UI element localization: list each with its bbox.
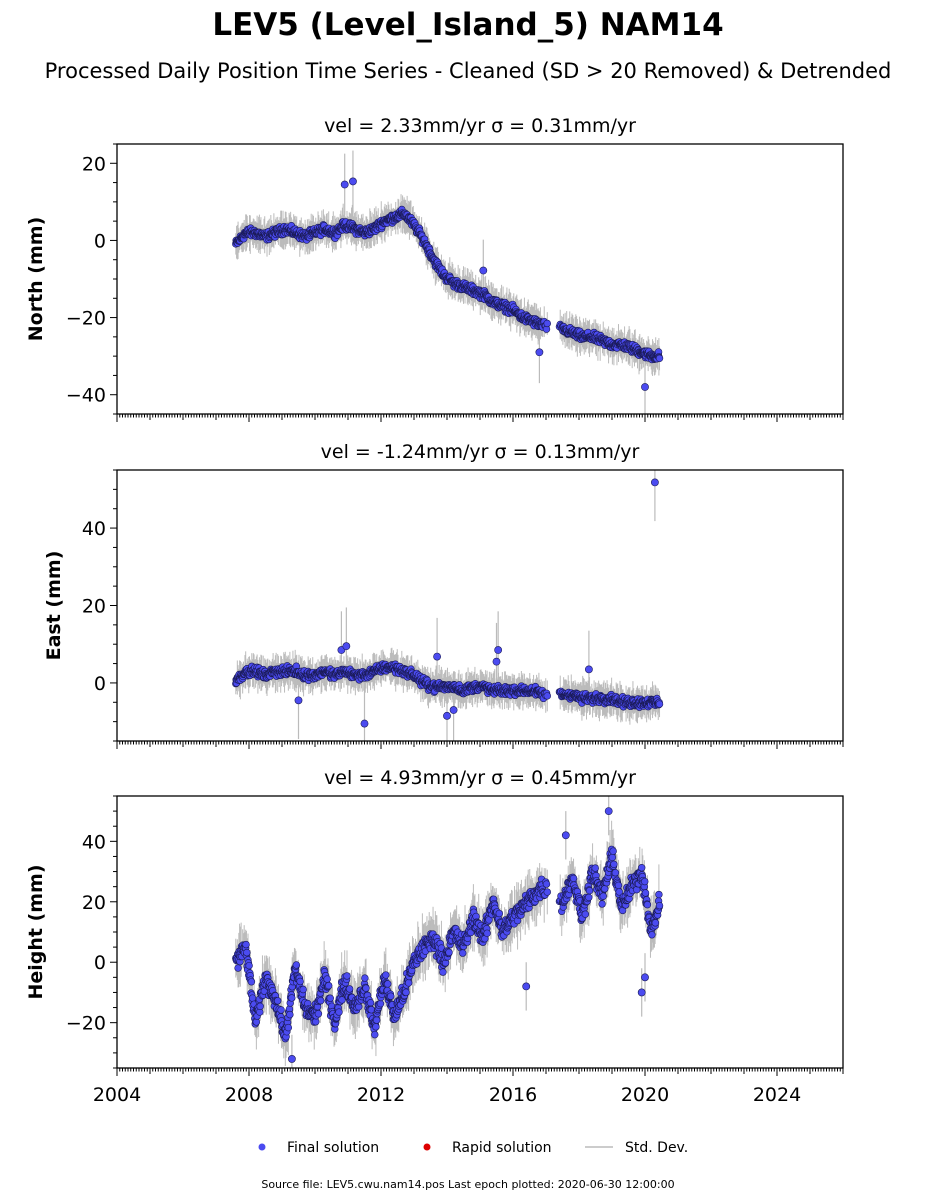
data-point [286,1010,294,1019]
data-point [296,977,304,986]
data-point [384,980,392,988]
outlier-point [651,478,659,487]
plot-area [232,150,664,414]
data-point [445,948,453,957]
legend-final-label: Final solution [287,1140,379,1156]
outlier-point [535,348,544,357]
y-tick-label: 20 [82,153,106,175]
figure-title: LEV5 (Level_Island_5) NAM14 [212,7,723,43]
y-tick-label: −40 [66,385,106,407]
data-point [362,984,370,992]
data-point [372,1016,381,1024]
data-point [317,996,325,1005]
outlier-point [449,706,458,714]
legend-std-label: Std. Dev. [625,1140,688,1156]
data-point [292,961,301,969]
data-point [335,1008,343,1016]
figure-subtitle: Processed Daily Position Time Series - C… [45,59,892,83]
data-point [325,981,333,990]
data-point [326,994,334,1002]
outlier-point [340,180,349,189]
data-point [323,975,331,983]
data-point [404,979,413,987]
plot-area [232,796,664,1068]
data-point [655,354,664,363]
y-tick-label: 0 [94,230,106,252]
chart-panel-3: vel = 4.93mm/yr σ = 0.45mm/yr Height (mm)… [25,767,844,1106]
data-point [256,1002,264,1011]
data-point [247,978,256,986]
data-point [366,999,375,1007]
axes-frame [116,143,844,415]
outlier-point [294,696,303,705]
data-point [382,971,390,979]
outlier-point [492,657,501,666]
y-tick-label: −20 [66,308,106,330]
chart-panel-2: vel = -1.24mm/yr σ = 0.13mm/yr East (mm) 4… [43,441,844,749]
y-tick-label: 40 [82,518,106,540]
data-point [273,997,282,1005]
outlier-point [479,266,488,275]
y-axis-label: North (mm) [25,217,47,342]
data-point [234,964,242,972]
data-point [284,1023,293,1032]
panel-title: vel = 4.93mm/yr σ = 0.45mm/yr [324,767,636,789]
y-axis-label: Height (mm) [25,864,47,999]
y-tick-label: 20 [82,596,106,618]
data-point [343,972,351,980]
data-point [543,319,551,328]
outlier-point [641,383,649,391]
data-point [361,974,369,982]
y-axis-label: East (mm) [43,551,65,661]
outlier-point [360,719,369,728]
plot-area [232,470,664,741]
outlier-point [494,646,503,654]
data-point [345,985,354,993]
data-point [242,940,250,949]
legend-rapid-marker [423,1143,431,1151]
data-point [376,999,385,1008]
legend: Final solution Rapid solution Std. Dev. [258,1140,688,1156]
data-point [314,1010,323,1018]
data-point [402,988,410,997]
data-point [277,1006,285,1014]
outlier-point [443,711,451,720]
data-point [299,985,307,994]
chart-panel-1: vel = 2.33mm/yr σ = 0.31mm/yr North (mm) 2… [25,115,844,422]
legend-final-marker [258,1143,266,1151]
panel-title: vel = -1.24mm/yr σ = 0.13mm/yr [321,441,640,463]
data-point [372,1023,380,1031]
data-point [655,700,664,708]
data-point [288,994,296,1002]
outlier-point [433,652,441,661]
data-point [243,948,251,957]
outlier-point [342,642,351,651]
source-footer: Source file: LEV5.cwu.nam14.pos Last epo… [261,1178,674,1191]
outlier-point [585,665,593,674]
panel-title: vel = 2.33mm/yr σ = 0.31mm/yr [324,115,636,137]
data-point [371,1030,379,1039]
data-point [543,692,551,700]
legend-rapid-label: Rapid solution [452,1140,552,1156]
data-point [439,968,447,976]
data-point [387,992,395,1000]
outlier-point [349,177,357,186]
data-point [245,961,253,970]
y-tick-label: 0 [94,673,106,695]
data-point [248,994,257,1002]
